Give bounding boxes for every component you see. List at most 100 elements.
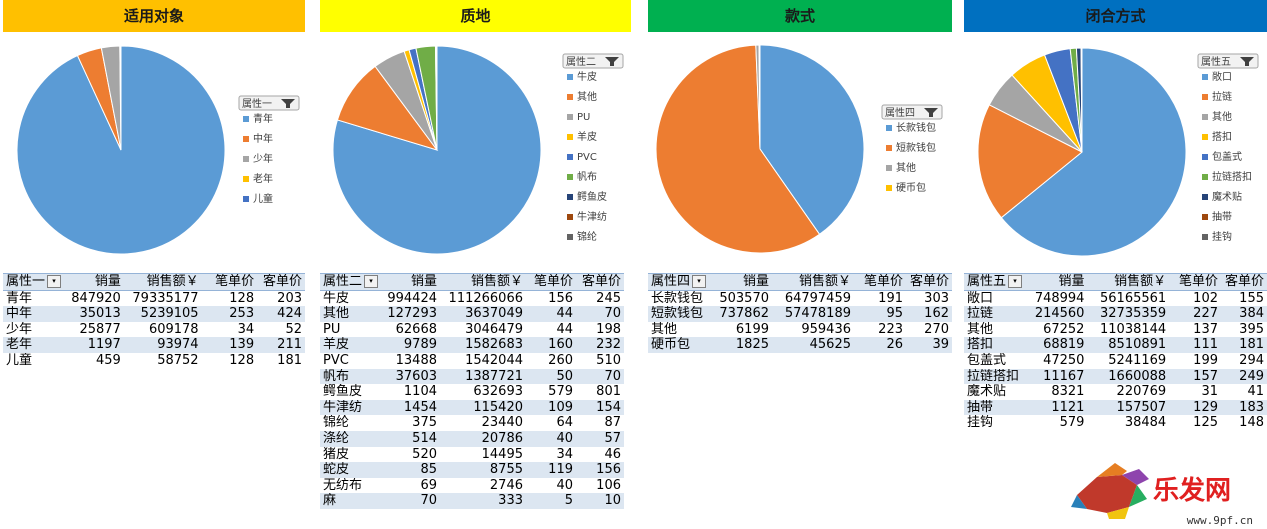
field-filter-button[interactable]: 属性四 bbox=[881, 104, 943, 120]
table-cell: 199 bbox=[1193, 352, 1218, 368]
legend-swatch bbox=[243, 156, 249, 162]
table-cell: 85 bbox=[384, 462, 440, 478]
row-filter-dropdown-icon[interactable]: ▾ bbox=[1008, 275, 1023, 288]
table-cell: 儿童 bbox=[6, 352, 33, 368]
watermark-url: www.9pf.cn bbox=[1186, 514, 1253, 527]
table-row: 蛇皮 85 8755 119 156 bbox=[320, 462, 624, 478]
table-cell: 3637049 bbox=[440, 306, 526, 322]
table-cell: 128 bbox=[229, 290, 255, 306]
table-cell: 162 bbox=[906, 306, 952, 322]
legend-swatch bbox=[1202, 234, 1208, 240]
table-row: 麻 70 333 5 10 bbox=[320, 493, 624, 509]
legend-swatch bbox=[1202, 94, 1208, 100]
legend-entry-羊皮: 羊皮 bbox=[577, 130, 597, 143]
table-cell: 384 bbox=[1221, 306, 1267, 322]
row-filter-dropdown-icon[interactable]: ▾ bbox=[47, 275, 62, 288]
table-cell: 拉链搭扣 bbox=[964, 368, 1032, 385]
pivot-table: 属性一 ▾ 销量 销售额￥ 笔单价 客单价 青年 847920 79335177 128 203 中年… bbox=[3, 273, 305, 369]
table-cell: 245 bbox=[596, 290, 621, 306]
row-filter-dropdown-icon[interactable]: ▾ bbox=[364, 275, 379, 288]
pivot-table: 属性二 ▾ 销量 销售额￥ 笔单价 客单价 牛皮 994424 111266066 156 245 其… bbox=[320, 273, 624, 509]
pie-slice-敞口[interactable] bbox=[1000, 47, 1187, 257]
table-row: 帆布 37603 1387721 50 70 bbox=[320, 368, 624, 385]
legend-swatch bbox=[567, 234, 573, 240]
table-cell: 459 bbox=[96, 352, 121, 368]
table-cell: 1121 bbox=[1031, 399, 1088, 416]
table-cell: 8755 bbox=[440, 462, 526, 478]
table-cell: 111 bbox=[1169, 337, 1221, 353]
column-header: 笔单价 bbox=[201, 273, 258, 291]
table-cell: 23440 bbox=[481, 415, 523, 431]
table-cell: 34 bbox=[556, 446, 573, 462]
table-row: 拉链搭扣 11167 1660088 157 249 bbox=[964, 368, 1267, 385]
field-filter-button[interactable]: 属性一 bbox=[238, 95, 300, 111]
table-cell: 5239105 bbox=[123, 306, 202, 322]
table-cell: 38484 bbox=[1124, 415, 1167, 431]
table-row: 其他 127293 3637049 44 70 bbox=[320, 306, 624, 322]
pie-slice-拉链[interactable] bbox=[977, 104, 1083, 219]
row-filter-dropdown-icon[interactable]: ▾ bbox=[692, 275, 707, 288]
table-cell: 羊皮 bbox=[320, 337, 384, 353]
table-row: 牛皮 994424 111266066 156 245 bbox=[320, 290, 624, 306]
table-cell: 34 bbox=[237, 321, 255, 337]
table-row: 鳄鱼皮 1104 632693 579 801 bbox=[320, 384, 624, 400]
legend-entry-短款钱包: 短款钱包 bbox=[896, 141, 936, 154]
column-header: 销量 bbox=[1031, 273, 1088, 291]
legend-swatch bbox=[243, 176, 249, 182]
legend-entry-儿童: 儿童 bbox=[253, 192, 273, 205]
table-row: 搭扣 68819 8510891 111 181 bbox=[964, 337, 1267, 353]
table-cell: 26 bbox=[854, 337, 906, 353]
table-cell: 748994 bbox=[1034, 290, 1085, 306]
column-header: 客单价 bbox=[576, 273, 624, 291]
table-cell: 40 bbox=[526, 430, 576, 447]
field-filter-label: 属性二 bbox=[566, 55, 596, 68]
filter-icon bbox=[281, 99, 295, 108]
column-header: 销售额￥ bbox=[123, 273, 202, 291]
legend-swatch bbox=[1202, 114, 1208, 120]
table-cell: 13488 bbox=[395, 352, 437, 368]
legend-entry-中年: 中年 bbox=[253, 132, 273, 145]
table-row: 无纺布 69 2746 40 106 bbox=[320, 478, 624, 494]
table-row: 拉链 214560 32735359 227 384 bbox=[964, 306, 1267, 322]
pie-slice-长款钱包[interactable] bbox=[759, 44, 865, 235]
table-cell: 183 bbox=[1221, 399, 1267, 416]
table-cell: 223 bbox=[878, 321, 903, 337]
field-filter-button[interactable]: 属性二 bbox=[562, 53, 624, 69]
table-cell: 609178 bbox=[148, 321, 199, 337]
table-cell: 2746 bbox=[489, 477, 523, 493]
table-cell: 挂钩 bbox=[967, 415, 994, 431]
table-cell: PVC bbox=[323, 352, 349, 368]
table-cell: 155 bbox=[1239, 290, 1264, 306]
table-cell: 109 bbox=[526, 399, 576, 416]
pie-slice-硬币包[interactable] bbox=[758, 44, 761, 150]
table-cell: 156 bbox=[548, 290, 573, 306]
table-cell: 503570 bbox=[719, 290, 769, 306]
table-cell: 32735359 bbox=[1087, 306, 1170, 322]
legend-entry-PVC: PVC bbox=[577, 152, 597, 163]
column-header: 笔单价 bbox=[526, 273, 576, 291]
table-cell: 181 bbox=[1221, 337, 1267, 353]
table-cell: 硬币包 bbox=[648, 337, 714, 353]
legend-swatch bbox=[567, 114, 573, 120]
legend-swatch bbox=[567, 174, 573, 180]
legend-entry-老年: 老年 bbox=[253, 172, 273, 185]
legend-swatch bbox=[886, 165, 892, 171]
table-cell: 老年 bbox=[3, 337, 65, 353]
legend-swatch bbox=[886, 185, 892, 191]
table-cell: 125 bbox=[1193, 415, 1218, 431]
table-cell: 220769 bbox=[1116, 384, 1167, 400]
table-row: 长款钱包 503570 64797459 191 303 bbox=[648, 290, 952, 306]
legend-entry-抽带: 抽带 bbox=[1212, 210, 1232, 223]
table-cell: 67252 bbox=[1043, 321, 1085, 337]
table-cell: 102 bbox=[1193, 290, 1218, 306]
table-cell: 514 bbox=[384, 430, 440, 447]
pie-slice-短款钱包[interactable] bbox=[655, 44, 821, 254]
legend-entry-牛津纺: 牛津纺 bbox=[577, 210, 607, 223]
table-cell: 涤纶 bbox=[320, 430, 384, 447]
field-filter-button[interactable]: 属性五 bbox=[1197, 53, 1259, 69]
chart-panel-4: 闭合方式 属性五 敞口 拉链 其他 搭扣 包盖式 拉链搭扣 魔术贴 抽带 挂钩 属性五 ▾ 销量 销售额￥ 笔… bbox=[964, 0, 1267, 529]
table-cell: 1197 bbox=[64, 337, 124, 353]
table-row: 老年 1197 93974 139 211 bbox=[3, 337, 305, 353]
legend-swatch bbox=[567, 74, 573, 80]
table-cell: 579 bbox=[548, 384, 573, 400]
